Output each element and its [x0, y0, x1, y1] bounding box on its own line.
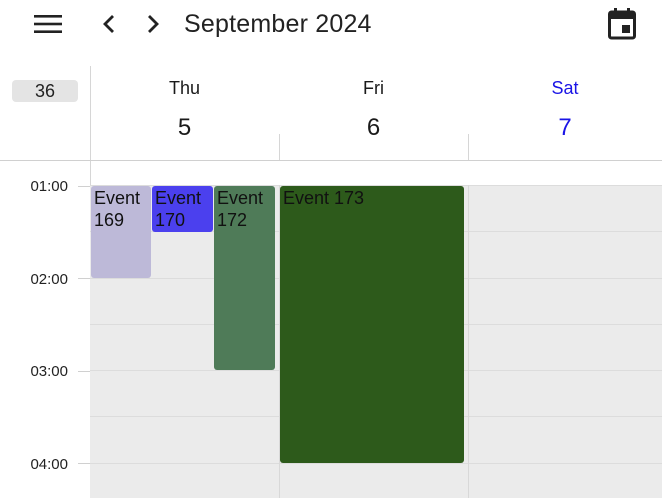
day-divider	[279, 134, 280, 160]
day-number: 7	[558, 114, 572, 141]
event-title: Event	[217, 188, 264, 208]
event-title: 170	[155, 210, 186, 230]
hour-tick	[78, 278, 90, 279]
time-label: 04:00	[30, 456, 68, 473]
event-title: Event	[155, 188, 202, 208]
week-number-badge: 36	[12, 80, 78, 102]
event-title: 172	[217, 210, 248, 230]
menu-icon[interactable]	[28, 8, 68, 40]
day-column-divider	[279, 185, 280, 498]
time-label: 03:00	[30, 363, 68, 380]
day-number: 5	[177, 114, 192, 141]
chevron-right-icon[interactable]	[138, 8, 168, 40]
event-title: Event	[94, 188, 141, 208]
time-label: 02:00	[30, 271, 68, 288]
toolbar: September 2024	[0, 0, 662, 50]
day-name: Sat	[551, 78, 579, 98]
day-divider	[468, 134, 469, 160]
day-header-fri[interactable]: Fri 6	[279, 66, 468, 160]
event-169[interactable]: Event 169	[91, 186, 151, 278]
hour-tick	[78, 186, 90, 187]
event-title: 169	[94, 210, 125, 230]
event-title: Event 173	[283, 188, 365, 208]
time-label: 01:00	[30, 178, 68, 195]
day-header-sat[interactable]: Sat 7	[468, 66, 662, 160]
day-column-divider	[468, 185, 469, 498]
day-number: 6	[366, 114, 381, 141]
month-title: September 2024	[184, 10, 372, 38]
calendar-today-icon[interactable]	[602, 4, 642, 44]
hour-line	[90, 463, 662, 464]
hour-tick	[78, 463, 90, 464]
day-name: Thu	[168, 78, 201, 98]
event-173[interactable]: Event 173	[280, 186, 464, 463]
event-170[interactable]: Event 170	[152, 186, 213, 232]
header-divider	[0, 160, 662, 161]
chevron-left-icon[interactable]	[94, 8, 124, 40]
hour-tick	[78, 371, 90, 372]
event-172[interactable]: Event 172	[214, 186, 275, 370]
day-header-thu[interactable]: Thu 5	[90, 66, 279, 160]
hour-line	[90, 185, 662, 186]
day-name: Fri	[363, 78, 384, 98]
